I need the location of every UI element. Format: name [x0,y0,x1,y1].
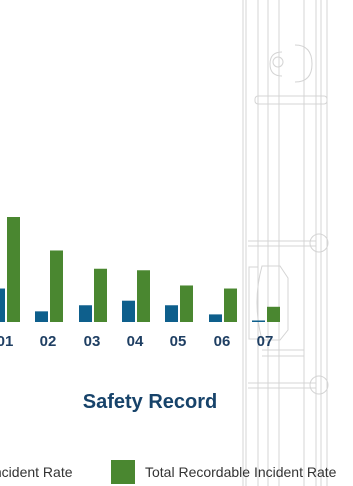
bar-03-series-2 [94,268,107,322]
x-tick-label-04: 04 [127,333,144,350]
bar-06-series-1 [209,314,222,322]
x-tick-label-03: 03 [84,333,101,350]
x-tick-label-06: 06 [214,333,231,350]
legend-label-series-1: Incident Rate [0,464,73,480]
bar-04-series-2 [137,270,150,322]
legend-swatch-series-2 [111,460,135,484]
bar-03-series-1 [79,305,92,322]
chart-title: Safety Record [82,391,218,413]
tick-labels-layer: 01 02 03 04 05 06 07 [0,333,273,350]
bar-02-series-2 [50,250,63,322]
bar-05-series-2 [180,285,193,322]
bar-01-series-2 [7,217,20,322]
bar-04-series-1 [122,300,135,322]
x-tick-label-07: 07 [257,333,274,350]
x-tick-label-05: 05 [170,333,187,350]
bars-layer [0,217,280,322]
bar-02-series-1 [35,311,48,322]
bar-07-series-1 [252,320,265,322]
bar-05-series-1 [165,305,178,322]
legend-label-series-2: Total Recordable Incident Rate [145,464,337,480]
x-tick-label-01: 01 [0,333,13,350]
bar-06-series-2 [224,288,237,322]
x-tick-label-02: 02 [40,333,57,350]
bar-01-series-1 [0,288,5,322]
bar-07-series-2 [267,306,280,322]
legend: Incident Rate Total Recordable Incident … [0,460,353,486]
